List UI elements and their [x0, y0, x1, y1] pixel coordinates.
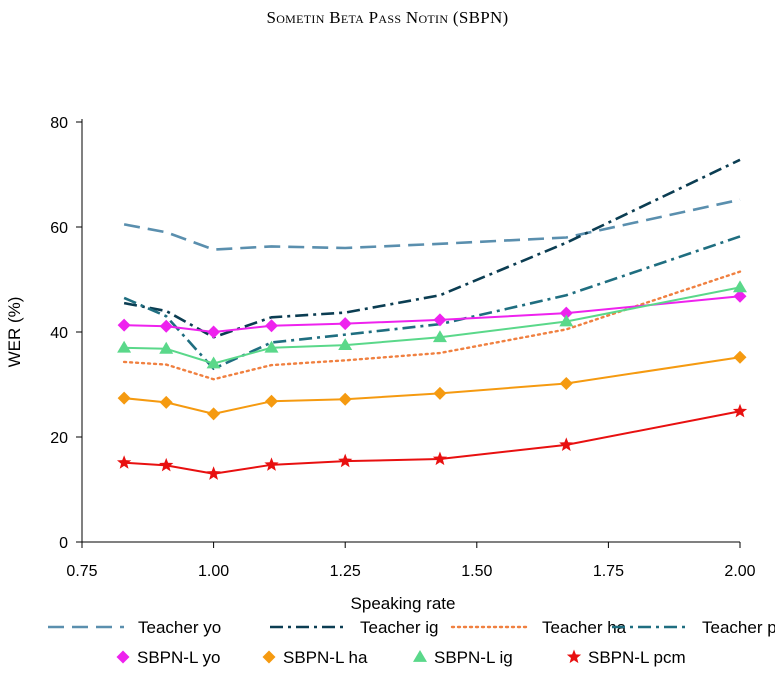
series-line [124, 410, 741, 475]
y-tick-label: 20 [50, 430, 68, 447]
legend-label: Teacher ig [360, 618, 438, 637]
x-tick-label: 1.00 [198, 563, 229, 580]
legend-item: Teacher ig [270, 618, 438, 637]
series-line [123, 158, 741, 339]
series-layer [116, 158, 748, 480]
data-point [117, 391, 131, 405]
y-tick-label: 0 [59, 535, 68, 552]
series-line [123, 198, 741, 251]
data-point [338, 392, 352, 406]
legend-swatch [566, 649, 582, 664]
legend-item: SBPN-L ha [262, 648, 368, 667]
legend-label: Teacher pcm [702, 618, 775, 637]
series-line [123, 235, 741, 371]
x-tick-label: 0.75 [66, 563, 97, 580]
y-tick-label: 40 [50, 325, 68, 342]
series-sbpn-l-ig [117, 280, 747, 369]
chart-title: Sometin Beta Pass Notin (SBPN) [266, 8, 509, 27]
series-sbpn-l-yo [117, 289, 747, 339]
data-point [733, 289, 747, 303]
data-point [432, 330, 447, 343]
legend-item: Teacher pcm [612, 618, 775, 637]
data-point [559, 306, 573, 320]
x-tick-label: 1.75 [593, 563, 624, 580]
data-point [338, 338, 353, 351]
legend-item: SBPN-L pcm [566, 648, 686, 667]
data-point [733, 350, 747, 364]
legend-swatch [413, 650, 427, 662]
x-tick-label: 2.00 [724, 563, 755, 580]
series-sbpn-l-pcm [116, 403, 748, 480]
data-point [264, 457, 279, 471]
y-tick-label: 60 [50, 220, 68, 237]
y-tick-label: 80 [50, 115, 68, 132]
series-line [122, 270, 742, 381]
data-point [433, 313, 447, 327]
data-point [116, 455, 132, 469]
x-tick-label: 1.25 [330, 563, 361, 580]
data-point [264, 340, 279, 353]
series-teacher-yo [123, 198, 741, 251]
data-point [733, 280, 747, 293]
series-line [124, 286, 741, 365]
series-sbpn-l-ha [117, 350, 747, 421]
data-point [559, 314, 574, 327]
series-line [124, 295, 741, 333]
series-teacher-ig [123, 158, 741, 339]
data-point [159, 395, 173, 409]
data-point [559, 437, 574, 451]
legend-swatch [116, 650, 130, 664]
data-point [338, 317, 352, 331]
legend-label: SBPN-L yo [137, 648, 220, 667]
data-point [117, 340, 132, 353]
axes: 0.75 1.00 1.25 1.50 1.75 2.00 0 20 40 60 80 Speakin… [5, 115, 756, 613]
data-point [117, 318, 131, 332]
legend: Teacher yo Teacher ig Teacher ha Teacher pc… [48, 618, 775, 667]
y-axis-label: WER (%) [5, 297, 24, 368]
data-point [265, 319, 279, 333]
legend-label: Teacher ha [542, 618, 627, 637]
data-point [433, 386, 447, 400]
data-point [432, 451, 448, 466]
legend-item: SBPN-L ig [413, 648, 513, 667]
data-point [159, 319, 173, 333]
data-point [206, 356, 221, 369]
data-point [207, 325, 221, 339]
legend-label: SBPN-L ha [283, 648, 368, 667]
data-point [206, 466, 221, 480]
legend-label: SBPN-L pcm [588, 648, 686, 667]
x-axis-label: Speaking rate [351, 594, 456, 613]
data-point [159, 341, 174, 354]
data-point [207, 407, 221, 421]
legend-swatch [262, 650, 276, 664]
series-teacher-pcm [123, 235, 741, 371]
data-point [159, 457, 174, 472]
data-point [265, 394, 279, 408]
series-line [124, 356, 741, 415]
series-teacher-ha [122, 270, 742, 381]
data-point [732, 403, 748, 418]
legend-item: Teacher ha [450, 618, 627, 637]
legend-label: Teacher yo [138, 618, 221, 637]
legend-item: SBPN-L yo [116, 648, 220, 667]
legend-label: SBPN-L ig [434, 648, 513, 667]
x-tick-label: 1.50 [461, 563, 492, 580]
data-point [338, 453, 353, 468]
legend-item: Teacher yo [48, 618, 221, 637]
data-point [559, 376, 573, 390]
